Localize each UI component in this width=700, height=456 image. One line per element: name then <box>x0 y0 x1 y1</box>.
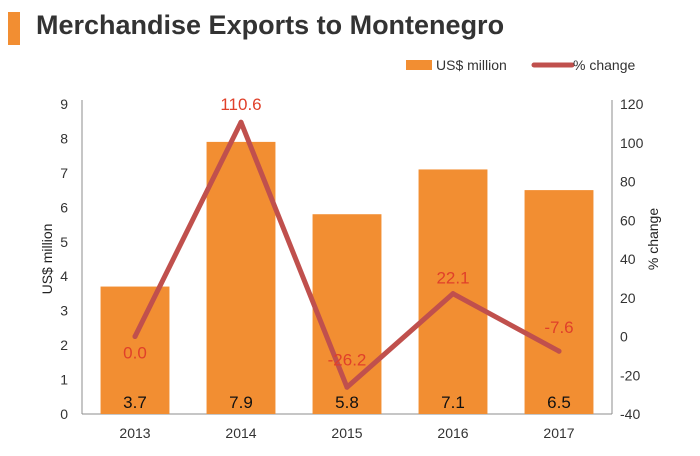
y-tick-label: 6 <box>60 199 68 215</box>
y-tick-label: 0 <box>60 406 68 422</box>
y2-tick-label: -20 <box>620 367 640 383</box>
y-tick-label: 4 <box>60 268 68 284</box>
title-accent-bar <box>8 12 20 45</box>
y2-tick-label: -40 <box>620 406 640 422</box>
change-point <box>344 384 350 390</box>
x-tick-label: 2014 <box>225 425 256 441</box>
line-data-label: -26.2 <box>328 350 367 369</box>
bar <box>524 190 594 414</box>
line-data-label: 110.6 <box>220 95 261 114</box>
y2-axis-title: % change <box>645 208 661 270</box>
change-point <box>132 334 138 339</box>
y-tick-label: 2 <box>60 337 68 353</box>
bar-data-label: 7.9 <box>229 393 253 412</box>
y2-tick-label: 60 <box>620 212 636 228</box>
y2-tick-label: 100 <box>620 135 644 151</box>
x-tick-label: 2017 <box>543 425 574 441</box>
line-data-label: 0.0 <box>123 344 147 363</box>
bar <box>100 286 170 414</box>
x-tick-label: 2016 <box>437 425 468 441</box>
bar-data-label: 6.5 <box>547 393 571 412</box>
y-tick-label: 3 <box>60 303 68 319</box>
y2-tick-label: 80 <box>620 174 636 190</box>
legend-label-line: % change <box>573 57 635 73</box>
legend-label-bar: US$ million <box>436 57 507 73</box>
x-tick-label: 2015 <box>331 425 362 441</box>
legend-swatch-bar <box>406 60 432 70</box>
chart-title: Merchandise Exports to Montenegro <box>36 10 505 40</box>
y2-tick-label: 20 <box>620 290 636 306</box>
y2-tick-label: 120 <box>620 96 644 112</box>
y-tick-label: 5 <box>60 234 68 250</box>
bar-data-label: 5.8 <box>335 393 359 412</box>
change-point <box>238 119 244 125</box>
change-point <box>556 348 562 354</box>
line-data-label: 22.1 <box>436 269 469 288</box>
x-tick-label: 2013 <box>119 425 150 441</box>
y-tick-label: 1 <box>60 372 68 388</box>
y-tick-label: 7 <box>60 165 68 181</box>
bar-data-label: 3.7 <box>123 393 147 412</box>
bar-data-label: 7.1 <box>441 393 465 412</box>
bar <box>206 141 276 414</box>
y-axis-title: US$ million <box>39 224 55 295</box>
y-tick-label: 9 <box>60 96 68 112</box>
change-point <box>450 291 456 297</box>
y2-tick-label: 0 <box>620 329 628 345</box>
line-data-label: -7.6 <box>544 318 573 337</box>
y2-tick-label: 40 <box>620 251 636 267</box>
y-tick-label: 8 <box>60 130 68 146</box>
